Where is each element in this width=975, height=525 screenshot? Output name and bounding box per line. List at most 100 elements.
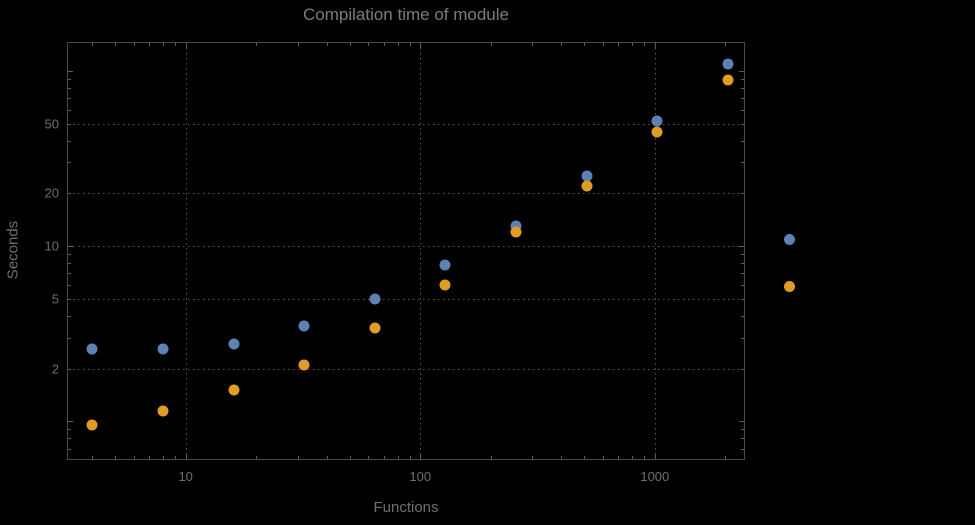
data-point: [157, 405, 169, 417]
x-tick-mark: [162, 43, 164, 46]
y-tick-mark: [739, 421, 744, 423]
x-tick-mark: [256, 456, 258, 459]
y-tick-mark: [739, 246, 744, 248]
x-tick-mark: [644, 43, 646, 46]
y-tick-mark: [741, 162, 744, 164]
y-tick-mark: [741, 368, 744, 370]
y-tick-mark: [68, 368, 71, 370]
y-tick-mark: [741, 123, 744, 125]
y-tick-mark: [741, 109, 744, 111]
x-axis-label: Functions: [373, 499, 439, 516]
x-tick-mark: [326, 43, 328, 46]
x-tick-mark: [490, 43, 492, 46]
x-tick-mark: [602, 456, 604, 459]
legend-marker: [784, 234, 795, 245]
y-tick-mark: [741, 87, 744, 89]
y-tick-mark: [741, 78, 744, 80]
x-tick-label: 10: [178, 469, 193, 484]
data-point: [510, 226, 522, 238]
y-tick-mark: [741, 315, 744, 317]
x-tick-mark: [92, 456, 94, 459]
y-tick-mark: [68, 273, 71, 275]
x-tick-mark: [383, 456, 385, 459]
x-tick-mark: [409, 456, 411, 459]
x-tick-mark: [644, 456, 646, 459]
y-gridline: [68, 193, 744, 195]
x-tick-mark: [584, 456, 586, 459]
legend-marker: [784, 281, 795, 292]
y-tick-mark: [741, 448, 744, 450]
x-tick-mark: [115, 456, 117, 459]
y-tick-mark: [68, 246, 73, 248]
x-tick-mark: [618, 43, 620, 46]
data-point: [86, 343, 98, 355]
x-tick-mark: [654, 454, 656, 459]
x-tick-mark: [162, 456, 164, 459]
x-tick-label: 1000: [640, 469, 670, 484]
x-tick-mark: [397, 456, 399, 459]
x-tick-mark: [409, 43, 411, 46]
x-tick-mark: [368, 43, 370, 46]
x-tick-mark: [602, 43, 604, 46]
x-tick-mark: [383, 43, 385, 46]
data-point: [86, 419, 98, 431]
y-tick-mark: [741, 140, 744, 142]
x-tick-mark: [256, 43, 258, 46]
y-tick-mark: [741, 97, 744, 99]
y-tick-mark: [68, 193, 71, 195]
data-point: [651, 126, 663, 138]
y-gridline: [68, 123, 744, 125]
data-point: [298, 359, 310, 371]
x-tick-mark: [725, 456, 727, 459]
x-tick-mark: [618, 456, 620, 459]
x-gridline: [185, 43, 187, 459]
y-tick-mark: [68, 123, 71, 125]
legend: [784, 234, 795, 292]
x-tick-label: 100: [409, 469, 432, 484]
y-tick-mark: [68, 109, 71, 111]
data-point: [369, 293, 381, 305]
x-tick-mark: [349, 456, 351, 459]
y-tick-label: 10: [44, 238, 59, 254]
data-point: [439, 259, 451, 271]
y-tick-mark: [741, 429, 744, 431]
x-tick-mark: [368, 456, 370, 459]
x-tick-mark: [326, 456, 328, 459]
x-tick-mark: [133, 43, 135, 46]
x-tick-mark: [561, 456, 563, 459]
x-tick-mark: [297, 43, 299, 46]
x-tick-mark: [420, 43, 422, 48]
data-point: [157, 343, 169, 355]
x-tick-mark: [397, 43, 399, 46]
y-tick-label: 5: [51, 291, 59, 307]
y-tick-mark: [68, 263, 71, 265]
y-tick-mark: [68, 315, 71, 317]
x-tick-mark: [115, 43, 117, 46]
y-tick-mark: [741, 273, 744, 275]
y-gridline: [68, 298, 744, 300]
y-tick-mark: [68, 140, 71, 142]
y-tick-label: 50: [44, 116, 59, 132]
x-tick-mark: [349, 43, 351, 46]
x-tick-mark: [149, 456, 151, 459]
x-tick-mark: [532, 456, 534, 459]
y-tick-mark: [68, 97, 71, 99]
data-point: [369, 322, 381, 334]
chart-title: Compilation time of module: [303, 5, 509, 24]
data-point: [722, 74, 734, 86]
y-tick-mark: [68, 78, 71, 80]
x-tick-mark: [490, 456, 492, 459]
y-tick-mark: [68, 448, 71, 450]
x-tick-mark: [584, 43, 586, 46]
y-tick-mark: [741, 298, 744, 300]
y-tick-mark: [739, 70, 744, 72]
y-tick-mark: [68, 337, 71, 339]
y-tick-mark: [741, 284, 744, 286]
x-tick-mark: [561, 43, 563, 46]
y-tick-mark: [741, 254, 744, 256]
data-point: [581, 180, 593, 192]
x-tick-mark: [174, 43, 176, 46]
y-tick-mark: [68, 284, 71, 286]
data-point: [228, 384, 240, 396]
